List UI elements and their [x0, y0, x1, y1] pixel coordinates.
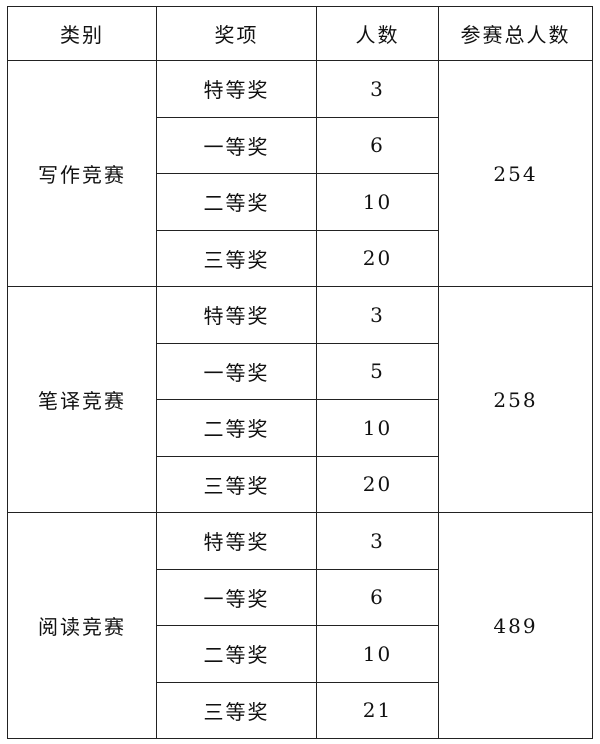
header-count: 人数	[316, 6, 439, 61]
table-row: 三等奖 21	[8, 681, 593, 739]
total-cell: 258	[438, 286, 593, 513]
header-award: 奖项	[156, 6, 317, 61]
award-cell: 三等奖	[156, 229, 317, 287]
category-cell: 写作竞赛	[7, 60, 157, 287]
table-row: 三等奖 20	[8, 455, 593, 513]
category-cell: 笔译竞赛	[7, 286, 157, 513]
count-cell: 10	[316, 399, 439, 457]
awards-table: 类别 奖项 人数 参赛总人数 写作竞赛 特等奖 3 254 一等奖 6 二等奖 10 三等奖 20…	[7, 6, 593, 739]
table-row: 一等奖 6	[8, 568, 593, 626]
header-row: 类别 奖项 人数 参赛总人数	[7, 6, 593, 61]
count-cell: 6	[316, 116, 439, 174]
table-row: 一等奖 5	[8, 342, 593, 400]
award-cell: 一等奖	[156, 568, 317, 626]
award-cell: 一等奖	[156, 116, 317, 174]
count-cell: 6	[316, 568, 439, 626]
count-cell: 20	[316, 455, 439, 513]
table-row: 二等奖 10	[8, 399, 593, 457]
table-row: 笔译竞赛 特等奖 3 258	[7, 286, 593, 513]
table-row: 写作竞赛 特等奖 3 254	[7, 60, 593, 287]
count-cell: 10	[316, 625, 439, 683]
award-cell: 二等奖	[156, 399, 317, 457]
award-cell: 特等奖	[156, 286, 317, 344]
table-row: 二等奖 10	[8, 173, 593, 231]
award-cell: 特等奖	[156, 60, 317, 118]
table-row: 一等奖 6	[8, 116, 593, 174]
award-cell: 特等奖	[156, 512, 317, 570]
category-cell: 阅读竞赛	[7, 512, 157, 739]
count-cell: 10	[316, 173, 439, 231]
count-cell: 21	[316, 681, 439, 739]
award-cell: 一等奖	[156, 342, 317, 400]
header-total: 参赛总人数	[438, 6, 593, 61]
award-cell: 二等奖	[156, 173, 317, 231]
award-cell: 三等奖	[156, 455, 317, 513]
count-cell: 20	[316, 229, 439, 287]
count-cell: 3	[316, 512, 439, 570]
award-cell: 三等奖	[156, 681, 317, 739]
count-cell: 3	[316, 286, 439, 344]
table-row: 阅读竞赛 特等奖 3 489	[7, 512, 593, 739]
total-cell: 489	[438, 512, 593, 739]
count-cell: 3	[316, 60, 439, 118]
count-cell: 5	[316, 342, 439, 400]
total-cell: 254	[438, 60, 593, 287]
award-cell: 二等奖	[156, 625, 317, 683]
table-row: 二等奖 10	[8, 625, 593, 683]
header-category: 类别	[7, 6, 157, 61]
